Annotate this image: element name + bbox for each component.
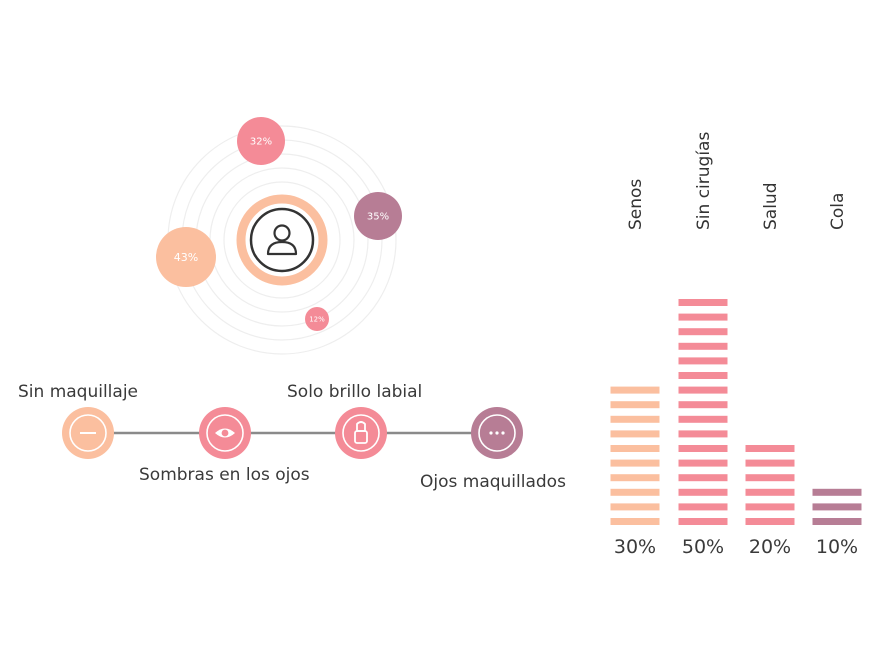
eye-icon bbox=[215, 428, 235, 438]
user-icon-body bbox=[266, 240, 298, 256]
category-label: Sin cirugías bbox=[694, 132, 714, 230]
value-label: 10% bbox=[816, 536, 858, 558]
orbit-bubble: 43% bbox=[156, 227, 216, 287]
timeline-step: Sombras en los ojos bbox=[139, 407, 310, 485]
bar-stripe bbox=[678, 445, 728, 452]
category-label: Senos bbox=[626, 179, 646, 230]
bar-stripe bbox=[678, 503, 728, 511]
user-icon bbox=[266, 224, 298, 256]
bar-stripe bbox=[678, 372, 728, 379]
value-labels: 30% 50% 20% 10% bbox=[614, 536, 858, 558]
category-label: Cola bbox=[828, 193, 848, 230]
bar-stripe bbox=[745, 488, 795, 496]
bubble-circle bbox=[305, 307, 329, 331]
step-label: Ojos maquillados bbox=[420, 472, 566, 492]
bar-stripe bbox=[610, 430, 660, 438]
step-label: Sin maquillaje bbox=[18, 382, 138, 402]
value-label: 30% bbox=[614, 536, 656, 558]
timeline-steps: Sin maquillaje Sombras en los ojos Solo br… bbox=[18, 382, 566, 492]
bar-stripe bbox=[745, 459, 795, 467]
bar-stripe bbox=[610, 503, 660, 511]
bar bbox=[610, 386, 660, 525]
orbit-bubble: 12% bbox=[305, 307, 329, 331]
bar-stripe bbox=[678, 459, 728, 467]
orbit-ring bbox=[223, 181, 341, 299]
bar-stripe bbox=[678, 430, 728, 438]
bar-stripe bbox=[610, 488, 660, 496]
bar-chart: Senos Sin cirugías Salud Cola 30% 50% 20% 10% bbox=[610, 132, 862, 558]
bar-stripe bbox=[610, 415, 660, 423]
step-inner-ring bbox=[206, 414, 244, 452]
orbit-bubbles: 32% 35% 43% 12% bbox=[156, 117, 402, 331]
user-icon-head bbox=[273, 224, 291, 242]
step-inner-ring bbox=[478, 414, 516, 452]
bar-stripe bbox=[678, 415, 728, 423]
category-label: Salud bbox=[761, 183, 781, 231]
bubble-label: 35% bbox=[367, 212, 389, 223]
bar-stripe bbox=[610, 518, 660, 525]
bar bbox=[812, 488, 862, 525]
step-label: Solo brillo labial bbox=[287, 382, 422, 402]
bar-stripe bbox=[678, 342, 728, 350]
bar-stripe bbox=[610, 459, 660, 467]
step-inner-ring bbox=[342, 414, 380, 452]
bubble-label: 43% bbox=[174, 251, 198, 264]
bar-stripe bbox=[678, 386, 728, 394]
bar-stripe bbox=[745, 518, 795, 525]
step-label: Sombras en los ojos bbox=[139, 465, 310, 485]
bar-stripe bbox=[745, 445, 795, 452]
bubble-circle bbox=[156, 227, 216, 287]
bar-stripe bbox=[678, 299, 728, 306]
timeline-step: Sin maquillaje bbox=[18, 382, 138, 459]
value-label: 20% bbox=[749, 536, 791, 558]
timeline-step: Solo brillo labial bbox=[287, 382, 422, 459]
value-label: 50% bbox=[682, 536, 724, 558]
bar bbox=[678, 299, 728, 525]
bubble-label: 12% bbox=[309, 316, 325, 324]
bar-stripe bbox=[812, 488, 862, 496]
lipstick-icon bbox=[354, 421, 368, 444]
bubble-circle bbox=[354, 192, 402, 240]
bar-stripe bbox=[610, 386, 660, 394]
bar-stripe bbox=[678, 474, 728, 482]
bar-stripe bbox=[812, 518, 862, 525]
bars bbox=[610, 299, 862, 525]
bubble-circle bbox=[237, 117, 285, 165]
bar-stripe bbox=[610, 474, 660, 482]
ellipsis-icon bbox=[489, 431, 505, 435]
bar-stripe bbox=[678, 401, 728, 409]
timeline-step: Ojos maquillados bbox=[420, 407, 566, 492]
category-labels: Senos Sin cirugías Salud Cola bbox=[626, 132, 848, 230]
bar-stripe bbox=[678, 518, 728, 525]
makeup-timeline: Sin maquillaje Sombras en los ojos Solo br… bbox=[18, 382, 566, 492]
step-inner-ring bbox=[69, 414, 107, 452]
orbit-bubble: 35% bbox=[354, 192, 402, 240]
bar bbox=[745, 445, 795, 525]
orbit-bubble: 32% bbox=[237, 117, 285, 165]
bar-stripe bbox=[610, 401, 660, 409]
bubble-label: 32% bbox=[250, 137, 272, 148]
bar-stripe bbox=[812, 503, 862, 511]
center-ring bbox=[236, 194, 328, 286]
bar-stripe bbox=[678, 357, 728, 365]
bar-stripe bbox=[678, 313, 728, 321]
bar-stripe bbox=[745, 503, 795, 511]
bar-stripe bbox=[745, 474, 795, 482]
bar-stripe bbox=[678, 328, 728, 336]
orbit-diagram: 32% 35% 43% 12% bbox=[156, 117, 402, 355]
bar-stripe bbox=[678, 488, 728, 496]
bar-stripe bbox=[610, 445, 660, 452]
